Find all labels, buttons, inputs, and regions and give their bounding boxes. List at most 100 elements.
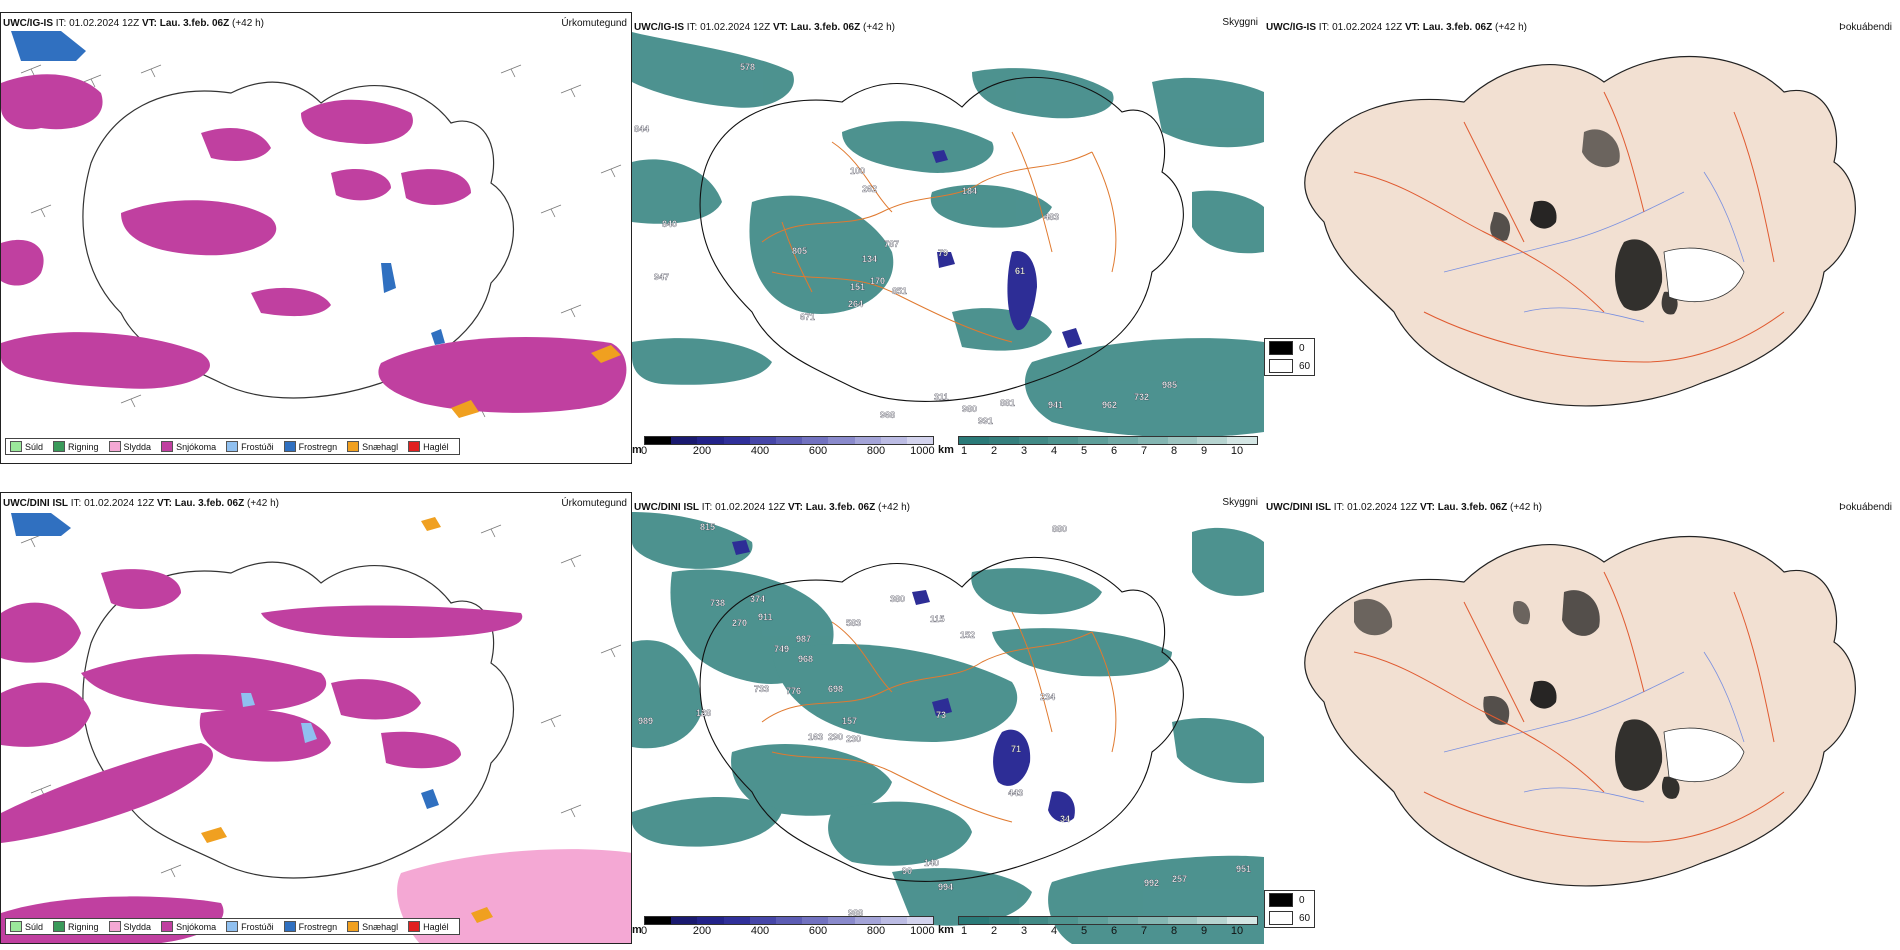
tick-label: 9 <box>1200 445 1208 457</box>
legend-item: Slydda <box>108 441 151 452</box>
rivers <box>1443 651 1745 803</box>
tick-label: 7 <box>1140 445 1148 457</box>
map-label: 578 <box>740 62 755 72</box>
glacier-white <box>1663 727 1745 783</box>
it-label: IT: <box>701 502 713 513</box>
fog-legend-label: 0 <box>1299 342 1305 354</box>
legend-swatch <box>283 921 296 932</box>
fog-legend: 0 60 <box>1264 890 1316 928</box>
wind-barbs <box>20 524 622 878</box>
panel-title: UWC/DINI ISL IT: 01.02.2024 12Z VT: Lau.… <box>634 502 910 513</box>
tick-label: 6 <box>1110 445 1118 457</box>
visibility-panel-top: UWC/IG-IS IT: 01.02.2024 12Z VT: Lau. 3.… <box>632 12 1264 464</box>
map-label: 941 <box>1048 400 1063 410</box>
fog-map-bottom <box>1304 536 1856 887</box>
legend-item: Snjókoma <box>161 921 216 932</box>
legend-item: Súld <box>10 921 43 932</box>
map-label: 985 <box>1162 380 1177 390</box>
vis-colorbar: 1 2 3 4 5 6 7 8 9 10 <box>958 916 1258 937</box>
vt-value: Lau. 3.feb. 06Z <box>805 502 876 513</box>
precip-legend: Súld Rigning Slydda Snjókoma Frostúði Fr… <box>5 438 460 455</box>
tick-label: 3 <box>1020 925 1028 937</box>
map-label: 749 <box>774 644 789 654</box>
legend-item: Frostúði <box>226 441 274 452</box>
map-label: 738 <box>710 598 725 608</box>
ceiling-unit: m <box>632 444 642 456</box>
vt-label: VT: <box>1404 22 1420 33</box>
map-label: 134 <box>862 254 877 264</box>
vis-colorbar-swatches <box>958 436 1258 445</box>
legend-item: Rigning <box>53 921 99 932</box>
vt-value: Lau. 3.feb. 06Z <box>1422 22 1493 33</box>
map-label: 968 <box>798 654 813 664</box>
legend-label: Haglél <box>423 921 449 932</box>
panel-title: UWC/IG-IS IT: 01.02.2024 12Z VT: Lau. 3.… <box>3 18 264 29</box>
fog-title: Þokuábendi <box>1839 502 1892 513</box>
map-label: 257 <box>1172 874 1187 884</box>
value-labels: 578 844 840 947 805 787 134 151 170 851 … <box>634 62 1177 426</box>
map-label: 234 <box>1040 692 1055 702</box>
freezing-areas <box>11 513 439 809</box>
tick-label: 10 <box>1230 445 1244 457</box>
fog-legend-row: 0 <box>1265 891 1314 909</box>
tick-label: 7 <box>1140 925 1148 937</box>
map-label: 290 <box>828 732 843 742</box>
visibility-map-top: 578 844 840 947 805 787 134 151 170 851 … <box>632 32 1264 438</box>
it-value: 01.02.2024 12Z <box>69 18 140 29</box>
orange-areas <box>201 517 493 923</box>
map-label: 951 <box>1236 864 1251 874</box>
map-label: 163 <box>808 732 823 742</box>
it-label: IT: <box>1333 502 1345 513</box>
map-label: 844 <box>634 124 649 134</box>
map-label: 380 <box>890 594 905 604</box>
legend-swatch <box>408 441 421 452</box>
model-name: UWC/DINI ISL <box>634 502 699 513</box>
vis-colorbar-swatches <box>958 916 1258 925</box>
ceiling-colorbar-swatches <box>644 436 934 445</box>
map-label: 100 <box>850 166 865 176</box>
map-label: 115 <box>930 614 945 624</box>
vt-label: VT: <box>141 18 157 29</box>
ceiling-colorbar-swatches <box>644 916 934 925</box>
vis-ticks: 1 2 3 4 5 6 7 8 9 10 <box>958 925 1258 937</box>
value-labels: 815 880 738 374 911 270 380 115 583 152 … <box>638 522 1251 918</box>
vt-value: Lau. 3.feb. 06Z <box>174 498 245 509</box>
fog-legend-label: 0 <box>1299 894 1305 906</box>
ceiling-ticks: 0 200 400 600 800 1000 <box>640 925 935 937</box>
tick-label: 9 <box>1200 925 1208 937</box>
map-label: 671 <box>800 312 815 322</box>
roads <box>761 131 1117 343</box>
tick-label: 0 <box>640 925 648 937</box>
panel-title: UWC/DINI ISL IT: 01.02.2024 12Z VT: Lau.… <box>1266 502 1542 513</box>
visibility-map-bottom: 815 880 738 374 911 270 380 115 583 152 … <box>632 512 1264 944</box>
tick-label: 10 <box>1230 925 1244 937</box>
legend-item: Snæhagl <box>347 441 398 452</box>
vis-ticks: 1 2 3 4 5 6 7 8 9 10 <box>958 445 1258 457</box>
map-label: 733 <box>754 684 769 694</box>
precip-legend: Súld Rigning Slydda Snjókoma Frostúði Fr… <box>5 918 460 935</box>
tick-label: 5 <box>1080 925 1088 937</box>
fog-legend-swatch <box>1269 341 1293 355</box>
map-label: 815 <box>700 522 715 532</box>
fog-legend-swatch <box>1269 911 1293 925</box>
legend-label: Snæhagl <box>362 441 399 452</box>
roads <box>1353 571 1785 843</box>
fog-legend-row: 0 <box>1265 339 1314 357</box>
legend-swatch <box>108 921 121 932</box>
ceiling-blue-areas <box>732 540 1075 823</box>
vt-value: Lau. 3.feb. 06Z <box>159 18 230 29</box>
legend-swatch <box>283 441 296 452</box>
vt-label: VT: <box>787 502 803 513</box>
ceiling-ticks: 0 200 400 600 800 1000 <box>640 445 935 457</box>
it-label: IT: <box>70 498 82 509</box>
legend-swatch <box>347 921 360 932</box>
it-label: IT: <box>55 18 67 29</box>
tick-label: 0 <box>640 445 648 457</box>
map-label: 73 <box>936 710 946 720</box>
model-name: UWC/IG-IS <box>1266 22 1316 33</box>
rivers <box>1443 171 1745 323</box>
vt-value: Lau. 3.feb. 06Z <box>1437 502 1508 513</box>
roads <box>1353 91 1785 363</box>
map-label: 698 <box>828 684 843 694</box>
lead-time: (+42 h) <box>1510 502 1542 513</box>
